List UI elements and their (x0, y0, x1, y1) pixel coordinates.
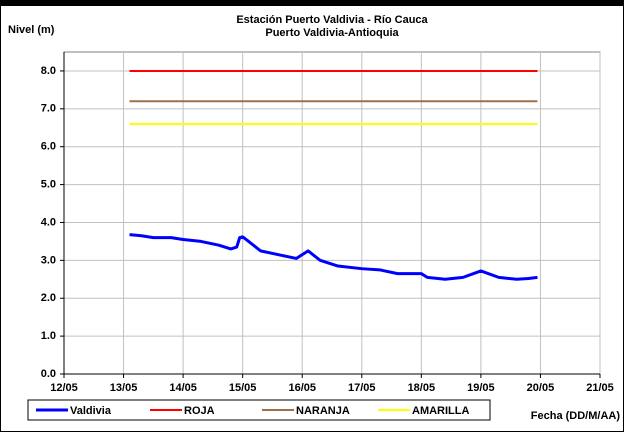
y-tick-label: 0.0 (41, 368, 56, 380)
chart-subtitle: Puerto Valdivia-Antioquia (265, 27, 399, 39)
series-line (129, 233, 538, 281)
x-axis-label: Fecha (DD/M/AA) (531, 410, 621, 422)
x-tick-label: 18/05 (408, 382, 436, 394)
y-tick-label: 7.0 (41, 103, 56, 115)
x-tick-label: 15/05 (229, 382, 257, 394)
x-tick-label: 20/05 (527, 382, 555, 394)
legend-box (27, 399, 491, 421)
chart-title: Estación Puerto Valdivia - Río Cauca (236, 14, 428, 26)
x-tick-label: 13/05 (110, 382, 138, 394)
y-tick-label: 3.0 (41, 254, 56, 266)
legend-label: ROJA (184, 405, 215, 417)
legend-label: Valdivia (70, 405, 112, 417)
x-tick-label: 19/05 (467, 382, 495, 394)
x-tick-label: 16/05 (288, 382, 316, 394)
y-tick-label: 8.0 (41, 65, 56, 77)
x-tick-label: 14/05 (169, 382, 197, 394)
x-tick-label: 21/05 (586, 382, 614, 394)
y-tick-label: 6.0 (41, 141, 56, 153)
y-tick-label: 4.0 (41, 216, 56, 228)
x-tick-label: 12/05 (50, 382, 78, 394)
plot-area (63, 51, 601, 375)
top-bar (0, 0, 624, 6)
y-tick-label: 2.0 (41, 292, 56, 304)
y-tick-label: 5.0 (41, 178, 56, 190)
y-axis-label: Nivel (m) (8, 24, 55, 36)
legend-label: NARANJA (296, 405, 350, 417)
x-tick-label: 17/05 (348, 382, 376, 394)
legend-label: AMARILLA (412, 405, 469, 417)
y-tick-label: 1.0 (41, 330, 56, 342)
